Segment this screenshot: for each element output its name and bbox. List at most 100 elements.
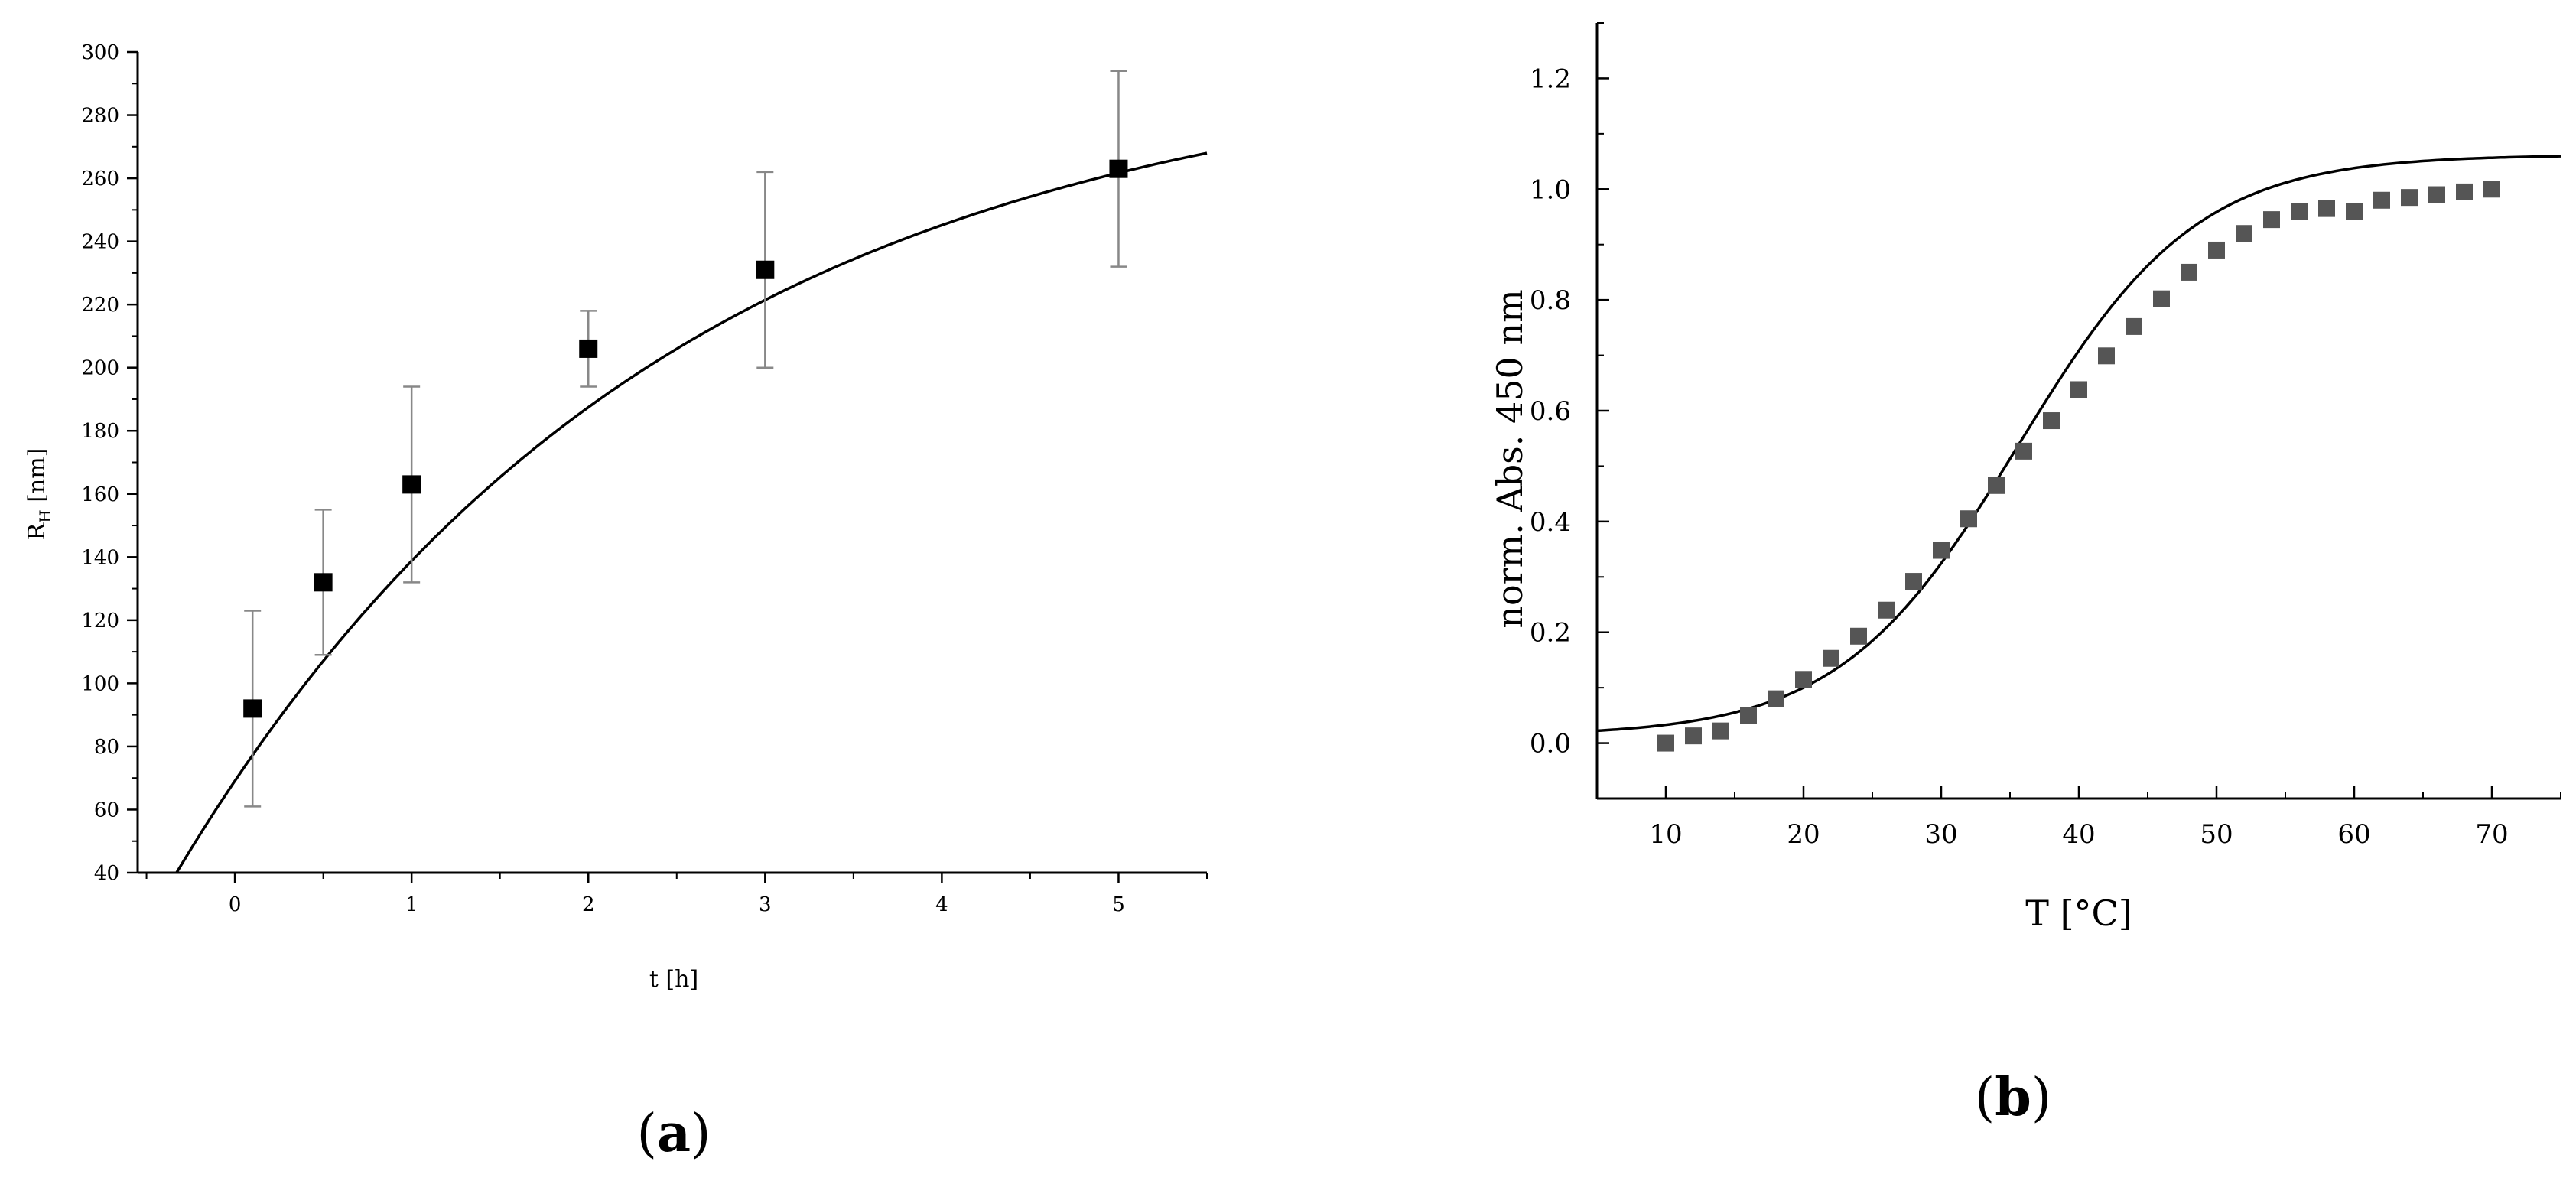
y-tick-label-a: 300 (81, 41, 119, 64)
y-axis-title-unit-a: [nm] (24, 448, 50, 510)
y-tick-label-a: 180 (81, 420, 119, 443)
x-tick-label-a: 1 (405, 893, 418, 916)
data-point-b (2043, 412, 2060, 430)
data-point-b (2098, 347, 2115, 365)
chart-panel-a: 406080100120140160180200220240260280300 … (24, 41, 1208, 1164)
data-point-a (579, 339, 598, 358)
y-tick-label-b: 0.8 (1530, 285, 1571, 316)
data-point-b (1905, 573, 1922, 590)
data-point-b (2236, 225, 2252, 242)
x-tick-label-b: 50 (2200, 819, 2233, 850)
error-bars-a (244, 70, 1127, 808)
y-tick-label-b: 0.6 (1530, 396, 1571, 427)
x-tick-label-a: 4 (935, 893, 948, 916)
panel-label-close-a: ) (691, 1104, 711, 1164)
fit-line-a (175, 151, 1208, 873)
data-point-b (1988, 477, 2005, 494)
x-tick-label-b: 40 (2062, 819, 2095, 850)
x-tick-label-a: 5 (1112, 893, 1125, 916)
y-axis-title-main-a: R (24, 522, 50, 540)
y-tick-label-b: 0.0 (1530, 729, 1571, 760)
x-tick-label-b: 10 (1649, 819, 1682, 850)
data-point-b (1878, 601, 1895, 619)
data-point-b (2346, 203, 2363, 220)
data-point-b (1768, 690, 1784, 707)
data-point-b (1685, 727, 1702, 745)
x-axis-title-b: T [°C] (2025, 893, 2132, 934)
y-axis-title-a: RH [nm] (24, 448, 54, 541)
data-point-b (1933, 542, 1950, 559)
data-point-b (1712, 722, 1729, 740)
data-point-a (402, 475, 421, 494)
y-ticks-a: 40 60 80 100 120 140 160 180 200 220 240 260 280 300 (81, 41, 138, 885)
x-tick-label-b: 20 (1787, 819, 1820, 850)
data-point-b (1850, 627, 1867, 645)
data-point-b (2428, 186, 2445, 203)
data-point-b (2015, 442, 2032, 460)
y-tick-label-a: 220 (81, 294, 119, 317)
y-tick-label-a: 240 (81, 231, 119, 254)
y-tick-label-a: 100 (81, 672, 119, 695)
y-tick-label-a: 120 (81, 610, 119, 633)
panel-label-letter-b: b (1995, 1067, 2031, 1128)
data-point-b (2181, 263, 2197, 281)
panel-label-b: (b) (1975, 1067, 2052, 1128)
y-tick-label-a: 140 (81, 546, 119, 569)
y-tick-label-b: 1.0 (1530, 174, 1571, 205)
data-point-b (2208, 241, 2225, 259)
y-tick-label-b: 0.2 (1530, 618, 1571, 649)
data-point-b (1960, 510, 1977, 528)
y-axis-title-b: norm. Abs. 450 nm (1489, 289, 1530, 628)
y-tick-label-a: 200 (81, 357, 119, 380)
axes-b (1595, 23, 2561, 800)
data-point-b (1657, 734, 1674, 752)
y-tick-label-b: 1.2 (1530, 63, 1571, 94)
data-point-b (1795, 671, 1812, 688)
data-points-a (243, 159, 1128, 718)
x-tick-label-a: 0 (229, 893, 242, 916)
x-ticks-b: 10 20 30 40 50 60 70 (1596, 786, 2561, 850)
fit-curve-a (175, 151, 1208, 873)
data-points-b (1657, 181, 2500, 752)
data-point-a (756, 260, 775, 279)
panel-label-a: (a) (636, 1103, 711, 1164)
data-point-b (2483, 181, 2500, 198)
data-point-b (1740, 707, 1757, 724)
y-ticks-b: 0.0 0.2 0.4 0.6 0.8 1.0 1.2 (1530, 22, 1609, 799)
axes-a (136, 52, 1207, 874)
x-tick-label-a: 3 (759, 893, 772, 916)
data-point-a (314, 573, 333, 592)
x-tick-label-a: 2 (582, 893, 595, 916)
x-tick-label-b: 60 (2337, 819, 2370, 850)
panel-label-close-b: ) (2031, 1068, 2052, 1128)
data-point-b (2291, 203, 2308, 220)
y-tick-label-a: 260 (81, 168, 119, 190)
panel-label-open-a: ( (636, 1104, 657, 1164)
y-tick-label-a: 280 (81, 105, 119, 128)
data-point-b (2126, 317, 2142, 335)
y-tick-label-a: 160 (81, 483, 119, 506)
x-axis-title-a: t [h] (649, 966, 698, 993)
panel-label-open-b: ( (1975, 1068, 1995, 1128)
data-point-b (2070, 381, 2087, 398)
y-tick-label-a: 80 (94, 736, 119, 759)
data-point-b (2373, 191, 2390, 209)
data-point-a (243, 699, 262, 718)
y-axis-title-sub-a: H (36, 509, 54, 522)
data-point-a (1109, 159, 1128, 178)
data-point-b (2263, 211, 2280, 229)
chart-panel-b: 0.0 0.2 0.4 0.6 0.8 1.0 1.2 10 20 30 40 50 60 70 T [… (1489, 22, 2561, 1128)
data-point-b (2401, 189, 2418, 207)
y-tick-label-a: 60 (94, 799, 119, 821)
panel-label-letter-a: a (657, 1103, 691, 1164)
x-tick-label-b: 70 (2475, 819, 2508, 850)
y-tick-label-b: 0.4 (1530, 507, 1571, 538)
data-point-b (1823, 649, 1839, 667)
x-tick-label-b: 30 (1924, 819, 1957, 850)
fit-line-b (1596, 155, 2561, 733)
data-point-b (2318, 200, 2335, 217)
y-tick-label-a: 40 (94, 862, 119, 885)
data-point-b (2153, 290, 2170, 307)
fit-curve-b (1596, 155, 2561, 733)
